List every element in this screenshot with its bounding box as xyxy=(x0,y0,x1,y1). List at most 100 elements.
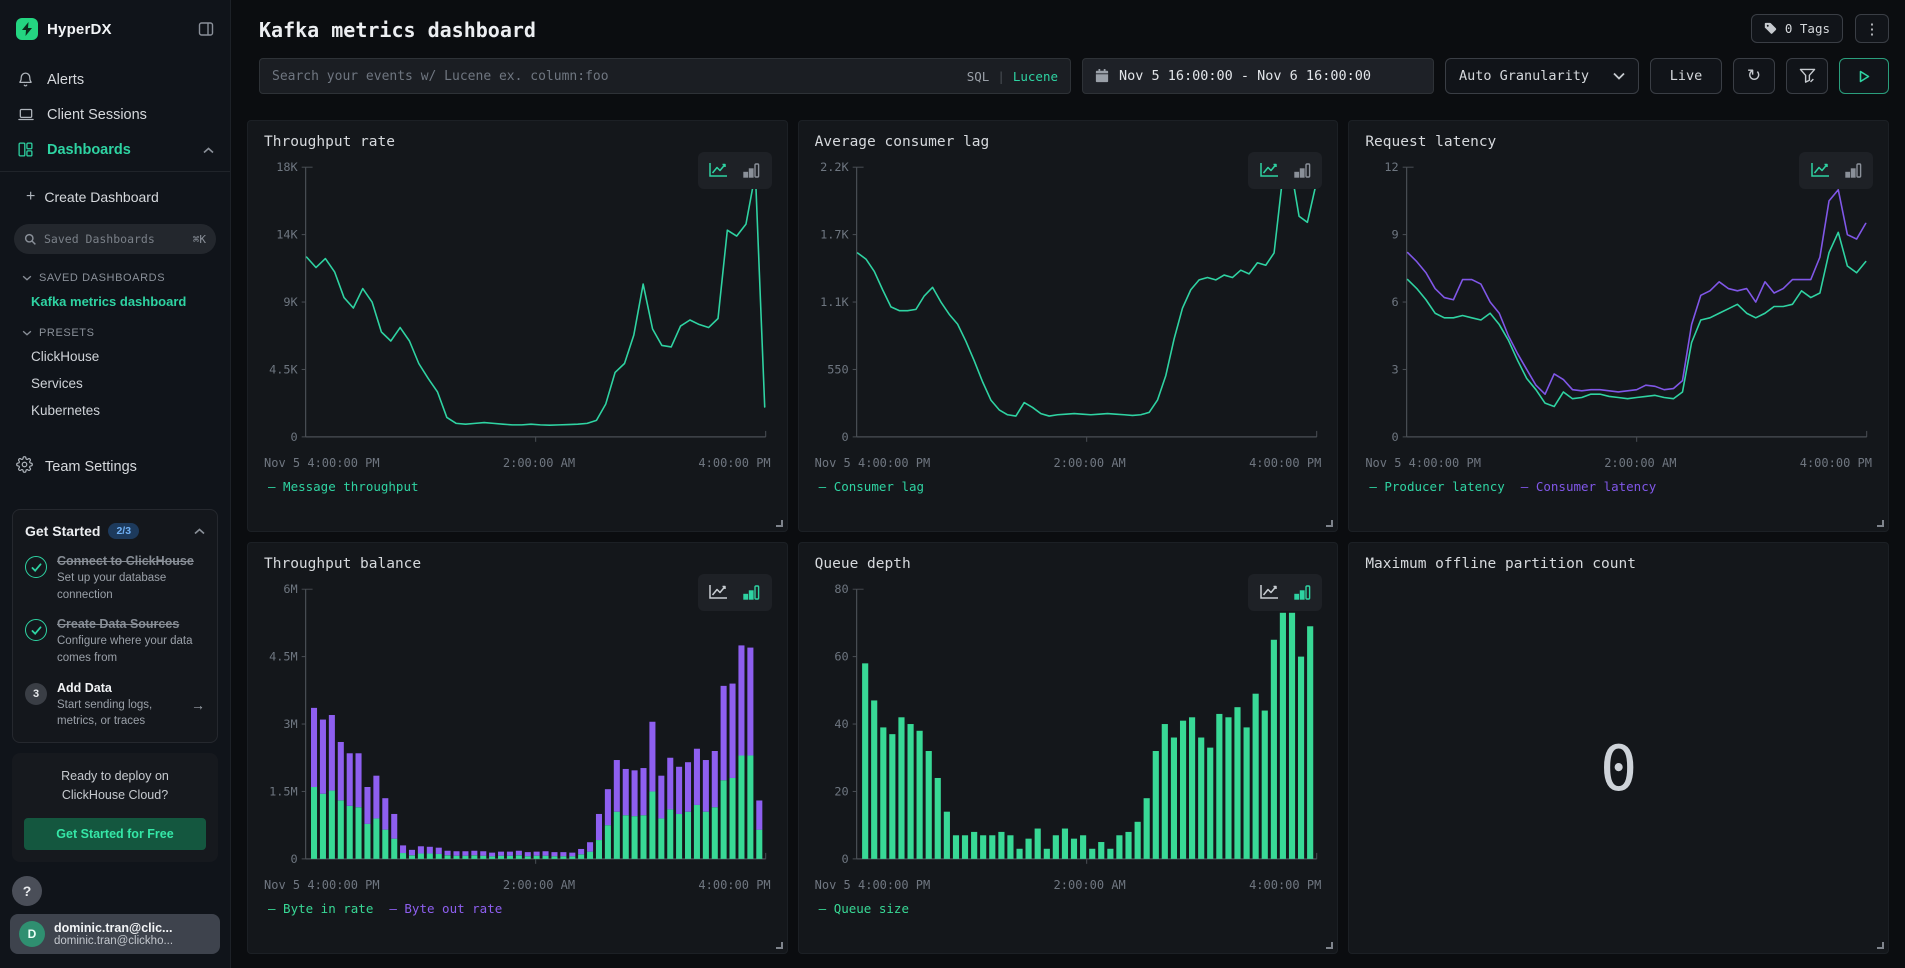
main-content: Kafka metrics dashboard 0 Tags ⋮ SQL | L… xyxy=(231,0,1905,968)
panel-title: Throughput balance xyxy=(264,556,422,572)
panel-resize-handle[interactable] xyxy=(775,942,783,949)
line-series xyxy=(305,172,766,426)
sidebar-collapse-icon[interactable] xyxy=(198,21,214,37)
calendar-icon xyxy=(1095,69,1109,83)
legend-item[interactable]: — Byte in rate xyxy=(268,901,374,916)
legend-item[interactable]: — Consumer latency xyxy=(1520,479,1657,494)
y-tick-label: 1.5M xyxy=(269,784,298,798)
y-tick-label: 9K xyxy=(283,295,298,309)
x-tick-label: 2:00:00 AM xyxy=(1604,456,1677,470)
get-started-header[interactable]: Get Started 2/3 xyxy=(25,522,205,540)
hyperdx-logo[interactable]: HyperDX xyxy=(16,18,112,40)
get-started-free-button[interactable]: Get Started for Free xyxy=(24,817,206,850)
saved-dashboards-section-header[interactable]: SAVED DASHBOARDS xyxy=(0,260,230,288)
y-tick-label: 4.5K xyxy=(269,362,298,376)
get-started-step-connect[interactable]: Connect to ClickHouse Set up your databa… xyxy=(25,554,205,603)
x-tick-label: 4:00:00 PM xyxy=(1249,456,1322,470)
line-chart-toggle-icon[interactable] xyxy=(708,162,729,179)
y-tick-label: 1.7K xyxy=(820,228,849,242)
tags-button[interactable]: 0 Tags xyxy=(1750,14,1843,43)
get-started-step-sources[interactable]: Create Data Sources Configure where your… xyxy=(25,617,205,666)
bar xyxy=(515,850,522,856)
sql-mode-toggle[interactable]: SQL xyxy=(966,68,990,84)
date-range-value: Nov 5 16:00:00 - Nov 6 16:00:00 xyxy=(1119,68,1371,84)
panel-resize-handle[interactable] xyxy=(1326,942,1334,949)
bar xyxy=(720,780,727,859)
bar xyxy=(364,823,371,859)
sidebar-item-kafka-dashboard[interactable]: Kafka metrics dashboard xyxy=(31,294,187,309)
page-title: Kafka metrics dashboard xyxy=(259,18,536,42)
bar xyxy=(1052,835,1059,859)
bar-chart: 80 60 40 20 0 xyxy=(834,582,1317,866)
dashboard-panel-queue-depth: Queue depth 80 60 40 20 0 Nov 5 4:00:00 PM 2:00… xyxy=(797,542,1339,954)
panel-resize-handle[interactable] xyxy=(1877,520,1884,527)
sidebar-item-clickhouse[interactable]: ClickHouse xyxy=(31,349,100,364)
bar xyxy=(426,846,433,854)
event-search-bar[interactable]: SQL | Lucene xyxy=(259,58,1071,94)
bar-chart-toggle-icon[interactable] xyxy=(1293,162,1312,179)
mode-separator: | xyxy=(997,68,1005,84)
bar xyxy=(506,855,513,859)
presets-section-header[interactable]: PRESETS xyxy=(0,315,230,343)
chart-type-toggle xyxy=(1799,152,1873,189)
bar xyxy=(676,766,683,814)
live-button[interactable]: Live xyxy=(1650,58,1722,94)
refresh-button[interactable]: ↻ xyxy=(1733,58,1775,94)
filter-button[interactable] xyxy=(1786,58,1828,94)
bar xyxy=(364,786,371,824)
lucene-mode-toggle[interactable]: Lucene xyxy=(1012,68,1058,84)
y-tick-label: 4.5M xyxy=(269,650,298,664)
more-options-button[interactable]: ⋮ xyxy=(1855,14,1889,43)
saved-dashboards-search[interactable]: ⌘K xyxy=(14,224,216,254)
chevron-up-icon xyxy=(203,142,214,158)
x-tick-label: Nov 5 4:00:00 PM xyxy=(814,456,931,470)
sidebar-item-client-sessions[interactable]: Client Sessions xyxy=(0,97,230,132)
saved-dashboards-search-input[interactable] xyxy=(44,232,186,246)
panel-resize-handle[interactable] xyxy=(1326,520,1334,527)
plus-icon: + xyxy=(26,188,36,205)
sidebar-item-team-settings[interactable]: Team Settings xyxy=(0,446,230,487)
panel-title: Queue depth xyxy=(814,556,911,572)
legend-item[interactable]: — Message throughput xyxy=(268,479,419,494)
get-started-step-add-data[interactable]: 3 Add Data Start sending logs, metrics, … xyxy=(25,681,205,730)
x-axis-labels: Nov 5 4:00:00 PM 2:00:00 AM 4:00:00 PM xyxy=(264,456,771,470)
date-range-picker[interactable]: Nov 5 16:00:00 - Nov 6 16:00:00 xyxy=(1082,58,1434,94)
avatar: D xyxy=(19,921,45,947)
user-menu[interactable]: D dominic.tran@clic... dominic.tran@clic… xyxy=(10,914,220,954)
bar xyxy=(355,807,362,859)
line-chart-toggle-icon[interactable] xyxy=(1259,584,1280,601)
sidebar-item-dashboards[interactable]: Dashboards xyxy=(0,132,230,167)
bar xyxy=(711,807,718,859)
bar xyxy=(667,809,674,859)
run-query-button[interactable] xyxy=(1839,58,1889,94)
line-chart-toggle-icon[interactable] xyxy=(708,584,729,601)
event-search-input[interactable] xyxy=(272,68,957,84)
panel-resize-handle[interactable] xyxy=(1877,942,1884,949)
legend-item[interactable]: — Consumer lag xyxy=(818,479,925,494)
y-tick-label: 3 xyxy=(1392,362,1399,376)
help-button[interactable]: ? xyxy=(12,876,42,906)
bar-chart-toggle-icon[interactable] xyxy=(1293,584,1312,601)
sidebar-item-kubernetes[interactable]: Kubernetes xyxy=(31,403,101,418)
bar xyxy=(604,789,611,826)
user-name: dominic.tran@clic... xyxy=(54,921,173,935)
bar-chart-toggle-icon[interactable] xyxy=(742,162,761,179)
bar xyxy=(435,847,442,854)
sidebar-item-alerts[interactable]: Alerts xyxy=(0,62,230,97)
line-chart-toggle-icon[interactable] xyxy=(1259,162,1280,179)
create-dashboard-button[interactable]: + Create Dashboard xyxy=(26,188,159,205)
bar-chart-toggle-icon[interactable] xyxy=(1844,162,1863,179)
bar xyxy=(747,647,754,756)
line-chart-toggle-icon[interactable] xyxy=(1810,162,1831,179)
bar-chart-toggle-icon[interactable] xyxy=(742,584,761,601)
panel-resize-handle[interactable] xyxy=(775,520,783,527)
granularity-select[interactable]: Auto Granularity xyxy=(1445,58,1639,94)
legend-item[interactable]: — Queue size xyxy=(818,901,909,916)
x-tick-label: 4:00:00 PM xyxy=(698,878,771,892)
legend-item[interactable]: — Byte out rate xyxy=(389,901,503,916)
sidebar-item-services[interactable]: Services xyxy=(31,376,83,391)
bar xyxy=(391,813,398,839)
bar xyxy=(631,770,638,817)
legend-item[interactable]: — Producer latency xyxy=(1369,479,1505,494)
